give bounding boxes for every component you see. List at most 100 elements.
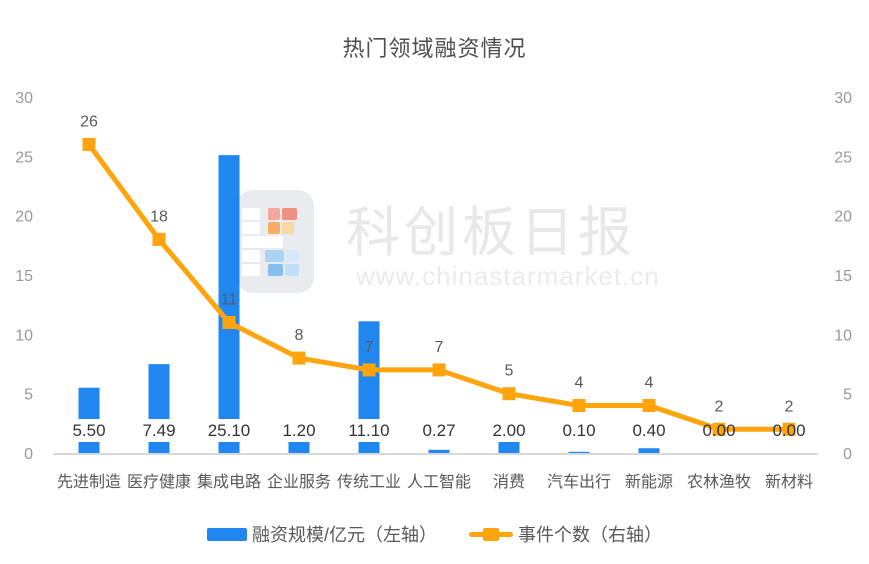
logo-block — [242, 208, 260, 220]
logo-block — [286, 250, 299, 262]
line-point-marker[interactable] — [502, 387, 516, 401]
left-axis-tick-label: 20 — [15, 209, 33, 226]
legend: 融资规模/亿元（左轴） 事件个数（右轴） — [0, 521, 869, 547]
legend-bar-label: 融资规模/亿元（左轴） — [252, 525, 437, 545]
bar-value-label: 0.27 — [422, 421, 455, 440]
right-axis-tick-label: 20 — [834, 209, 852, 226]
category-label: 传统工业 — [337, 473, 401, 491]
bar-label-box — [138, 419, 180, 442]
line-value-label: 2 — [715, 398, 724, 415]
bar-series-swatch-icon — [207, 527, 247, 541]
bar-label-box — [343, 419, 395, 442]
bar-label-box — [68, 419, 110, 442]
logo-block — [268, 208, 280, 220]
category-label: 集成电路 — [197, 473, 261, 491]
bar-value-label: 0.00 — [772, 421, 805, 440]
logo-block — [282, 222, 294, 234]
bar-label-box — [278, 419, 320, 442]
category-label: 新能源 — [625, 473, 673, 491]
logo-block — [285, 264, 299, 276]
logo-block — [265, 250, 284, 262]
line-value-label: 11 — [221, 291, 238, 308]
bar-value-label: 0.10 — [562, 421, 595, 440]
right-axis-tick-label: 0 — [843, 446, 852, 463]
bar[interactable] — [288, 438, 310, 453]
left-axis-tick-label: 25 — [15, 149, 33, 166]
category-label: 消费 — [493, 473, 525, 491]
line-point-marker[interactable] — [712, 422, 726, 436]
line-value-label: 4 — [645, 375, 654, 392]
line-point-marker[interactable] — [152, 232, 166, 246]
left-axis-tick-label: 0 — [24, 446, 33, 463]
bar[interactable] — [218, 155, 240, 453]
line-point-marker[interactable] — [642, 399, 656, 413]
bar-value-label: 0.40 — [632, 421, 665, 440]
left-axis-tick-label: 15 — [15, 268, 33, 285]
bar-label-box — [418, 419, 460, 442]
bar-label-box — [628, 419, 670, 442]
legend-line-label: 事件个数（右轴） — [518, 525, 662, 545]
bar-value-label: 7.49 — [142, 421, 175, 440]
line-value-label: 5 — [505, 363, 514, 380]
right-axis-tick-label: 15 — [834, 268, 852, 285]
bar-label-box — [488, 419, 530, 442]
category-label: 汽车出行 — [547, 473, 611, 491]
bar[interactable] — [568, 451, 590, 453]
category-label: 先进制造 — [57, 473, 121, 491]
chart-title: 热门领域融资情况 — [342, 36, 527, 61]
line-value-label: 8 — [295, 327, 304, 344]
line-point-marker[interactable] — [222, 315, 236, 329]
line-marker-icon — [483, 527, 499, 541]
line-point-marker[interactable] — [572, 399, 586, 413]
right-axis-tick-label: 25 — [834, 149, 852, 166]
line-point-marker[interactable] — [82, 137, 96, 151]
bar-value-label: 0.00 — [702, 421, 735, 440]
line-value-label: 7 — [365, 339, 374, 356]
watermark-url-text: www.chinastarmarket.cn — [356, 261, 660, 291]
legend-item-line-series[interactable]: 事件个数（右轴） — [469, 521, 662, 547]
logo-block — [242, 222, 260, 234]
logo-block — [242, 264, 260, 276]
category-label: 企业服务 — [267, 473, 331, 491]
brand-logo-icon — [237, 190, 314, 293]
category-label: 医疗健康 — [127, 473, 191, 491]
bar[interactable] — [638, 448, 660, 453]
bar-value-label: 5.50 — [72, 421, 105, 440]
right-axis-tick-label: 30 — [834, 90, 852, 107]
bar-value-label: 1.20 — [282, 421, 315, 440]
line-point-marker[interactable] — [362, 363, 376, 377]
logo-block — [268, 222, 280, 234]
left-axis-tick-label: 30 — [15, 90, 33, 107]
logo-block — [242, 236, 283, 248]
right-axis-tick-label: 5 — [843, 387, 852, 404]
line-point-marker[interactable] — [292, 351, 306, 365]
left-axis-tick-label: 5 — [24, 387, 33, 404]
line-point-marker[interactable] — [782, 422, 796, 436]
category-label: 农林渔牧 — [687, 473, 751, 491]
logo-block — [242, 250, 260, 262]
line-series — [86, 141, 792, 432]
line-value-label: 4 — [575, 375, 584, 392]
bar-value-label: 2.00 — [492, 421, 525, 440]
line-series-swatch-icon — [469, 527, 513, 541]
line-value-label: 7 — [435, 339, 444, 356]
line-value-label: 18 — [150, 208, 168, 225]
logo-block — [282, 208, 297, 220]
category-label: 新材料 — [765, 473, 813, 491]
bar-label-box — [203, 419, 255, 442]
bar-label-box — [558, 419, 600, 442]
line-value-label: 26 — [80, 113, 98, 130]
left-axis-tick-label: 10 — [15, 327, 33, 344]
line-point-marker[interactable] — [432, 363, 446, 377]
category-label: 人工智能 — [407, 473, 471, 491]
legend-item-bar-series[interactable]: 融资规模/亿元（左轴） — [207, 521, 437, 547]
right-axis-tick-label: 10 — [834, 327, 852, 344]
bar[interactable] — [428, 449, 450, 453]
bar-value-label: 11.10 — [348, 421, 389, 440]
logo-block — [268, 264, 283, 276]
bar-value-label: 25.10 — [208, 421, 251, 440]
watermark-brand-text: 科创板日报 — [346, 203, 636, 263]
